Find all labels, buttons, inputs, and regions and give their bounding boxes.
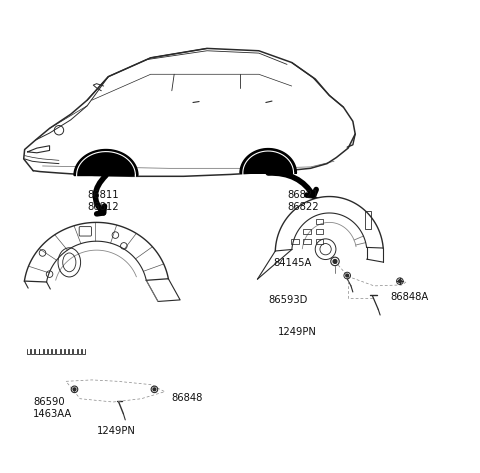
Bar bbox=[291, 239, 299, 245]
Text: 86593D: 86593D bbox=[268, 295, 308, 305]
Bar bbox=[303, 229, 311, 234]
Text: 1249PN: 1249PN bbox=[277, 327, 316, 337]
Bar bbox=[316, 239, 323, 245]
Bar bbox=[303, 239, 311, 245]
Polygon shape bbox=[240, 149, 297, 173]
Circle shape bbox=[73, 388, 76, 391]
Circle shape bbox=[346, 274, 348, 277]
Text: 1249PN: 1249PN bbox=[96, 426, 135, 436]
Bar bbox=[365, 210, 371, 229]
Text: 86848A: 86848A bbox=[390, 291, 429, 301]
Circle shape bbox=[153, 388, 156, 391]
Bar bbox=[316, 229, 323, 234]
Text: 86590
1463AA: 86590 1463AA bbox=[33, 397, 72, 419]
Polygon shape bbox=[74, 149, 138, 175]
Text: 84145A: 84145A bbox=[273, 258, 312, 268]
Circle shape bbox=[398, 280, 401, 282]
Circle shape bbox=[333, 260, 337, 263]
Text: 86811
86812: 86811 86812 bbox=[87, 191, 119, 212]
Text: 86848: 86848 bbox=[172, 393, 203, 403]
Bar bbox=[316, 219, 323, 224]
Text: 86821
86822: 86821 86822 bbox=[287, 191, 319, 212]
